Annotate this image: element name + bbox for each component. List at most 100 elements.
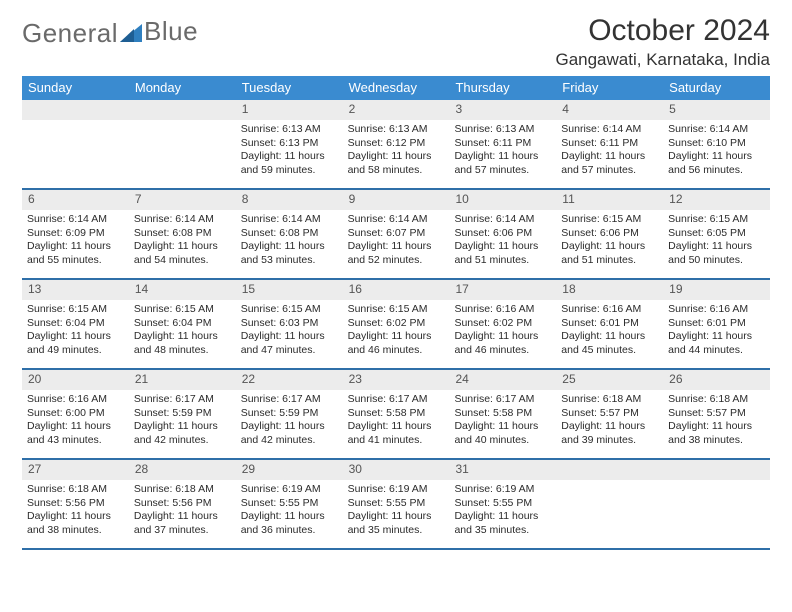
day-cell: 8Sunrise: 6:14 AMSunset: 6:08 PMDaylight… <box>236 190 343 278</box>
dow-monday: Monday <box>129 76 236 100</box>
day-body: Sunrise: 6:19 AMSunset: 5:55 PMDaylight:… <box>236 480 343 541</box>
sunset-text: Sunset: 6:04 PM <box>27 317 124 330</box>
sunrise-text: Sunrise: 6:17 AM <box>454 393 551 406</box>
daylight-text: Daylight: 11 hours and 46 minutes. <box>348 330 445 357</box>
day-number: 31 <box>449 460 556 480</box>
day-body: Sunrise: 6:19 AMSunset: 5:55 PMDaylight:… <box>449 480 556 541</box>
day-cell: 30Sunrise: 6:19 AMSunset: 5:55 PMDayligh… <box>343 460 450 548</box>
day-body: Sunrise: 6:14 AMSunset: 6:10 PMDaylight:… <box>663 120 770 181</box>
month-title: October 2024 <box>555 14 770 48</box>
sunset-text: Sunset: 6:06 PM <box>561 227 658 240</box>
day-body: Sunrise: 6:16 AMSunset: 6:02 PMDaylight:… <box>449 300 556 361</box>
day-cell: 11Sunrise: 6:15 AMSunset: 6:06 PMDayligh… <box>556 190 663 278</box>
day-cell: 10Sunrise: 6:14 AMSunset: 6:06 PMDayligh… <box>449 190 556 278</box>
day-cell: 28Sunrise: 6:18 AMSunset: 5:56 PMDayligh… <box>129 460 236 548</box>
day-number: 5 <box>663 100 770 120</box>
day-body: Sunrise: 6:18 AMSunset: 5:56 PMDaylight:… <box>22 480 129 541</box>
location-subtitle: Gangawati, Karnataka, India <box>555 50 770 70</box>
day-cell: 13Sunrise: 6:15 AMSunset: 6:04 PMDayligh… <box>22 280 129 368</box>
day-number <box>129 100 236 120</box>
day-cell: 4Sunrise: 6:14 AMSunset: 6:11 PMDaylight… <box>556 100 663 188</box>
week-row: 20Sunrise: 6:16 AMSunset: 6:00 PMDayligh… <box>22 370 770 460</box>
day-body: Sunrise: 6:15 AMSunset: 6:05 PMDaylight:… <box>663 210 770 271</box>
sunset-text: Sunset: 6:08 PM <box>241 227 338 240</box>
sunset-text: Sunset: 5:58 PM <box>454 407 551 420</box>
sunrise-text: Sunrise: 6:19 AM <box>348 483 445 496</box>
sunrise-text: Sunrise: 6:13 AM <box>348 123 445 136</box>
day-cell: 15Sunrise: 6:15 AMSunset: 6:03 PMDayligh… <box>236 280 343 368</box>
day-cell <box>663 460 770 548</box>
day-number: 21 <box>129 370 236 390</box>
daylight-text: Daylight: 11 hours and 46 minutes. <box>454 330 551 357</box>
sunset-text: Sunset: 6:04 PM <box>134 317 231 330</box>
day-number: 16 <box>343 280 450 300</box>
day-cell <box>22 100 129 188</box>
sunrise-text: Sunrise: 6:15 AM <box>27 303 124 316</box>
sunrise-text: Sunrise: 6:17 AM <box>134 393 231 406</box>
sunset-text: Sunset: 6:10 PM <box>668 137 765 150</box>
day-cell: 16Sunrise: 6:15 AMSunset: 6:02 PMDayligh… <box>343 280 450 368</box>
day-body: Sunrise: 6:15 AMSunset: 6:04 PMDaylight:… <box>22 300 129 361</box>
week-row: 13Sunrise: 6:15 AMSunset: 6:04 PMDayligh… <box>22 280 770 370</box>
weeks-container: 1Sunrise: 6:13 AMSunset: 6:13 PMDaylight… <box>22 100 770 550</box>
dow-tuesday: Tuesday <box>236 76 343 100</box>
day-body: Sunrise: 6:17 AMSunset: 5:58 PMDaylight:… <box>449 390 556 451</box>
sunset-text: Sunset: 6:13 PM <box>241 137 338 150</box>
day-cell: 18 Sunrise: 6:16 AMSunset: 6:01 PMDayligh… <box>556 280 663 368</box>
day-cell: 29Sunrise: 6:19 AMSunset: 5:55 PMDayligh… <box>236 460 343 548</box>
day-body: Sunrise: 6:19 AMSunset: 5:55 PMDaylight:… <box>343 480 450 541</box>
sunrise-text: Sunrise: 6:19 AM <box>241 483 338 496</box>
sunset-text: Sunset: 5:55 PM <box>241 497 338 510</box>
day-number: 18 <box>556 280 663 300</box>
sunset-text: Sunset: 5:57 PM <box>668 407 765 420</box>
title-block: October 2024 Gangawati, Karnataka, India <box>555 14 770 70</box>
daylight-text: Daylight: 11 hours and 45 minutes. <box>561 330 658 357</box>
day-body: Sunrise: 6:18 AMSunset: 5:57 PMDaylight:… <box>556 390 663 451</box>
week-row: 27Sunrise: 6:18 AMSunset: 5:56 PMDayligh… <box>22 460 770 550</box>
daylight-text: Daylight: 11 hours and 42 minutes. <box>134 420 231 447</box>
calendar-page: General Blue October 2024 Gangawati, Kar… <box>0 0 792 560</box>
sunrise-text: Sunrise: 6:15 AM <box>348 303 445 316</box>
day-number: 28 <box>129 460 236 480</box>
day-cell: 27Sunrise: 6:18 AMSunset: 5:56 PMDayligh… <box>22 460 129 548</box>
day-number: 15 <box>236 280 343 300</box>
daylight-text: Daylight: 11 hours and 38 minutes. <box>668 420 765 447</box>
sunset-text: Sunset: 5:57 PM <box>561 407 658 420</box>
sunset-text: Sunset: 5:55 PM <box>348 497 445 510</box>
sunrise-text: Sunrise: 6:18 AM <box>134 483 231 496</box>
day-number: 2 <box>343 100 450 120</box>
sunrise-text: Sunrise: 6:18 AM <box>561 393 658 406</box>
sunrise-text: Sunrise: 6:16 AM <box>561 303 658 316</box>
page-header: General Blue October 2024 Gangawati, Kar… <box>22 14 770 70</box>
sunset-text: Sunset: 5:58 PM <box>348 407 445 420</box>
day-body: Sunrise: 6:14 AMSunset: 6:07 PMDaylight:… <box>343 210 450 271</box>
sunrise-text: Sunrise: 6:18 AM <box>668 393 765 406</box>
sunset-text: Sunset: 6:01 PM <box>561 317 658 330</box>
daylight-text: Daylight: 11 hours and 56 minutes. <box>668 150 765 177</box>
day-body: Sunrise: 6:18 AMSunset: 5:57 PMDaylight:… <box>663 390 770 451</box>
day-number: 3 <box>449 100 556 120</box>
sunrise-text: Sunrise: 6:15 AM <box>134 303 231 316</box>
sunrise-text: Sunrise: 6:19 AM <box>454 483 551 496</box>
sunset-text: Sunset: 6:09 PM <box>27 227 124 240</box>
day-number: 7 <box>129 190 236 210</box>
day-number: 11 <box>556 190 663 210</box>
daylight-text: Daylight: 11 hours and 35 minutes. <box>348 510 445 537</box>
day-number: 9 <box>343 190 450 210</box>
day-number: 19 <box>663 280 770 300</box>
sunrise-text: Sunrise: 6:14 AM <box>27 213 124 226</box>
day-cell: 9Sunrise: 6:14 AMSunset: 6:07 PMDaylight… <box>343 190 450 278</box>
day-body: Sunrise: 6:14 AMSunset: 6:08 PMDaylight:… <box>236 210 343 271</box>
sunset-text: Sunset: 5:56 PM <box>134 497 231 510</box>
day-number: 23 <box>343 370 450 390</box>
sunset-text: Sunset: 6:01 PM <box>668 317 765 330</box>
sunset-text: Sunset: 6:05 PM <box>668 227 765 240</box>
sunrise-text: Sunrise: 6:14 AM <box>454 213 551 226</box>
sunrise-text: Sunrise: 6:14 AM <box>668 123 765 136</box>
day-number: 8 <box>236 190 343 210</box>
day-number: 17 <box>449 280 556 300</box>
day-body: Sunrise: 6:17 AMSunset: 5:59 PMDaylight:… <box>236 390 343 451</box>
daylight-text: Daylight: 11 hours and 41 minutes. <box>348 420 445 447</box>
week-row: 6Sunrise: 6:14 AMSunset: 6:09 PMDaylight… <box>22 190 770 280</box>
brand-logo: General Blue <box>22 14 198 49</box>
